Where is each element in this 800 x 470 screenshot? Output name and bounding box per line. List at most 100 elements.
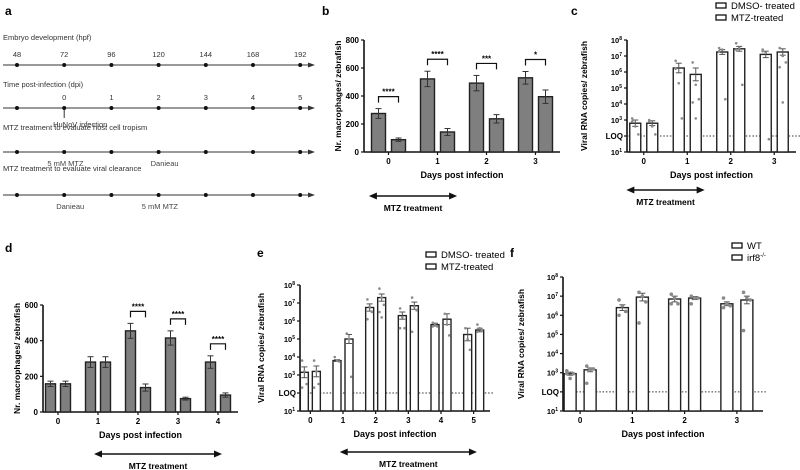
- y-tick-label: 400: [346, 92, 360, 101]
- y-axis-label: Nr. macrophages/ zebrafish: [12, 303, 22, 414]
- data-point: [784, 61, 788, 64]
- timeline-dot: [109, 193, 114, 197]
- bar-MTZ-2: [488, 118, 505, 153]
- bar-DMSO- treated-3: [397, 314, 408, 412]
- timeline-dot: [156, 63, 161, 67]
- data-point: [737, 46, 741, 50]
- data-point: [676, 302, 680, 306]
- x-axis-label: Days post infection: [621, 429, 704, 439]
- timeline-dot: [251, 193, 255, 197]
- timeline-tick-label: 3: [204, 93, 208, 102]
- data-point: [447, 334, 451, 337]
- data-point: [697, 97, 701, 101]
- data-point: [476, 330, 479, 334]
- timeline-dot: [298, 106, 303, 110]
- bar-DMSO- treated-3: [759, 53, 772, 153]
- y-tick-label: 600: [25, 301, 39, 310]
- data-point: [633, 125, 637, 128]
- data-point: [415, 308, 418, 312]
- legend-label: DMSO- treated: [441, 250, 505, 261]
- bar-MTZ-treated-3: [409, 305, 420, 412]
- timeline-tick-label: 72: [60, 50, 68, 59]
- bar-DMSO-0: [44, 383, 57, 413]
- data-point: [431, 325, 435, 328]
- x-tick-label: 1: [685, 157, 690, 166]
- x-tick-label: 3: [533, 157, 538, 166]
- bar-DMSO-2: [124, 330, 137, 413]
- data-point: [745, 296, 749, 300]
- data-point: [410, 330, 414, 334]
- data-point: [637, 290, 641, 295]
- timeline-tick-label: 96: [107, 50, 115, 59]
- data-point: [669, 302, 674, 306]
- data-point: [689, 294, 694, 298]
- data-point: [692, 296, 697, 300]
- data-point: [721, 305, 726, 310]
- legend-swatch: [425, 263, 437, 270]
- data-point: [312, 359, 316, 362]
- data-point: [764, 51, 768, 55]
- timeline-tick-label: 168: [247, 50, 260, 59]
- bar-MTZ-treated-2: [376, 296, 387, 412]
- y-tick-label: 106: [547, 311, 558, 320]
- bar-MTZ-treated-2: [733, 48, 746, 153]
- timeline-dot: [62, 150, 67, 154]
- data-point: [748, 298, 753, 302]
- data-point: [650, 125, 654, 128]
- bar-WT-2: [667, 298, 682, 412]
- legend-swatch: [731, 242, 743, 249]
- bar-MTZ-1: [99, 361, 112, 413]
- treatment-arrow-right-head: [696, 186, 705, 194]
- significance-stars: ****: [172, 310, 185, 319]
- data-point: [778, 65, 781, 69]
- timeline-title: Embryo development (hpf): [3, 33, 92, 42]
- bar-MTZ-treated-1: [344, 338, 354, 412]
- data-point: [584, 381, 589, 386]
- significance-stars: ****: [132, 302, 145, 311]
- timeline-dot: [251, 106, 255, 110]
- data-point: [568, 376, 572, 381]
- y-tick-label: 200: [25, 372, 39, 381]
- data-point: [564, 371, 569, 376]
- legend-swatch: [715, 2, 727, 9]
- data-point: [696, 296, 700, 300]
- significance-stars: ****: [212, 335, 225, 344]
- timeline-dot: [15, 106, 19, 110]
- data-point: [767, 137, 771, 141]
- significance-bracket: [377, 96, 400, 103]
- timeline-dot: [109, 106, 114, 110]
- x-tick-label: 2: [373, 416, 378, 425]
- treatment-arrow-label: MTZ treatment: [379, 459, 438, 469]
- data-point: [378, 287, 381, 290]
- timeline-dot: [15, 193, 19, 197]
- data-point: [669, 292, 674, 297]
- y-tick-label: 104: [547, 350, 558, 359]
- x-tick-label: 0: [642, 157, 647, 166]
- bar-DMSO- treated-5: [462, 333, 473, 412]
- bar-DMSO- treated-4: [430, 323, 440, 412]
- y-tick-label: 103: [284, 371, 295, 380]
- data-point: [335, 359, 339, 362]
- data-point: [674, 59, 677, 63]
- bar-WT-1: [615, 306, 630, 412]
- data-point: [433, 323, 437, 326]
- loq-tick-label: LOQ: [606, 132, 623, 141]
- panel-label-b: b: [322, 4, 329, 18]
- timeline-dot: [203, 150, 208, 154]
- data-point: [761, 49, 764, 53]
- timeline-dot: [15, 63, 19, 67]
- timeline-dot: [156, 150, 161, 154]
- y-tick-label: 0: [355, 148, 360, 157]
- timeline-tick-label: 48: [13, 50, 21, 59]
- data-point: [680, 117, 684, 120]
- data-point: [478, 326, 481, 330]
- bar-DMSO-2: [468, 82, 485, 153]
- data-point: [347, 337, 351, 341]
- data-point: [398, 326, 402, 330]
- data-point: [637, 321, 641, 325]
- timeline-arrowhead: [308, 62, 315, 68]
- data-point: [366, 298, 369, 301]
- x-tick-label: 1: [435, 157, 440, 166]
- y-tick-label: 101: [284, 407, 295, 416]
- y-tick-label: 600: [346, 64, 360, 73]
